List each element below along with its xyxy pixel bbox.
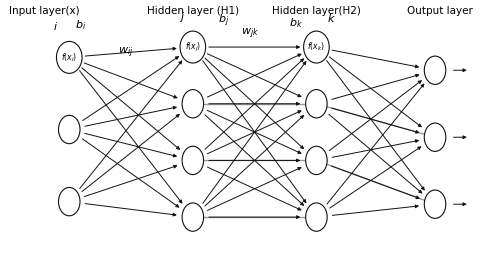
Text: $f(x_k)$: $f(x_k)$ (308, 41, 326, 53)
Ellipse shape (306, 90, 327, 118)
Ellipse shape (182, 90, 204, 118)
Ellipse shape (304, 31, 329, 63)
Text: Hidden layer(H2): Hidden layer(H2) (272, 6, 361, 16)
Text: $f(x_j)$: $f(x_j)$ (184, 40, 201, 54)
Ellipse shape (58, 115, 80, 144)
Text: $f(x_i)$: $f(x_i)$ (61, 51, 78, 64)
Text: $i$: $i$ (53, 20, 58, 32)
Ellipse shape (182, 203, 204, 231)
Text: $j$: $j$ (179, 10, 185, 24)
Ellipse shape (424, 123, 446, 152)
Ellipse shape (306, 203, 327, 231)
Ellipse shape (56, 41, 82, 73)
Text: $b_k$: $b_k$ (288, 17, 302, 30)
Text: $b_i$: $b_i$ (74, 18, 86, 32)
Text: $w_{jk}$: $w_{jk}$ (240, 26, 258, 41)
Ellipse shape (58, 188, 80, 216)
Text: Input layer(x): Input layer(x) (9, 6, 80, 16)
Ellipse shape (424, 190, 446, 218)
Ellipse shape (182, 146, 204, 175)
Text: $k$: $k$ (327, 12, 336, 24)
Ellipse shape (306, 146, 327, 175)
Text: $b_j$: $b_j$ (218, 13, 229, 29)
Text: $w_{ij}$: $w_{ij}$ (118, 46, 134, 60)
Text: Hidden layer (H1): Hidden layer (H1) (147, 6, 239, 16)
Ellipse shape (424, 56, 446, 84)
Text: Output layer: Output layer (407, 6, 473, 16)
Ellipse shape (180, 31, 206, 63)
